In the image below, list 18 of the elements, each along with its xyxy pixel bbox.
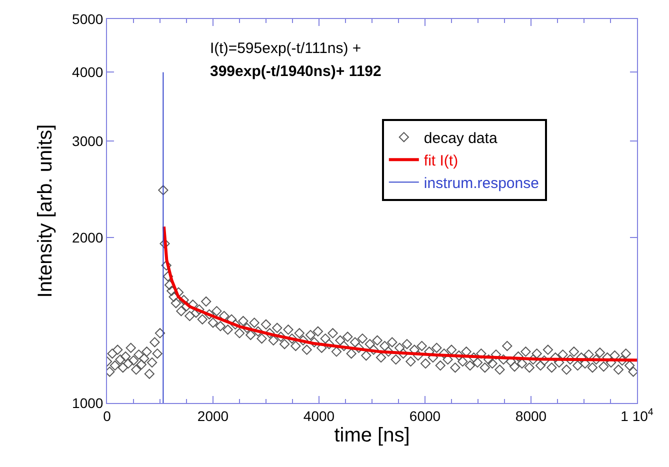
annotation: I(t)=595exp(-t/111ns) +: [210, 40, 362, 57]
y-tick-label: 3000: [72, 132, 104, 149]
legend-label: instrum.response: [424, 174, 539, 192]
x-tick-label: 0: [103, 408, 112, 424]
x-axis-title: time [ns]: [334, 424, 410, 446]
x-tick-label: 1 10$^{4}$: [620, 406, 654, 424]
x-tick-label: 2000: [197, 408, 229, 424]
x-tick-label: 8000: [515, 408, 547, 424]
legend-label: decay data: [424, 130, 498, 147]
legend-label: fit I(t): [424, 152, 458, 170]
y-tick-label: 2000: [72, 230, 104, 246]
y-tick-label: 5000: [72, 10, 104, 27]
y-axis-title: Intensity [arb. units]: [34, 124, 57, 298]
annotation: 399exp(-t/1940ns)+ 1192: [210, 63, 382, 80]
x-tick-label: 4000: [303, 408, 335, 424]
y-tick-label: 4000: [72, 64, 104, 80]
x-tick-label: 6000: [409, 408, 441, 424]
y-tick-label: 1000: [72, 394, 104, 411]
